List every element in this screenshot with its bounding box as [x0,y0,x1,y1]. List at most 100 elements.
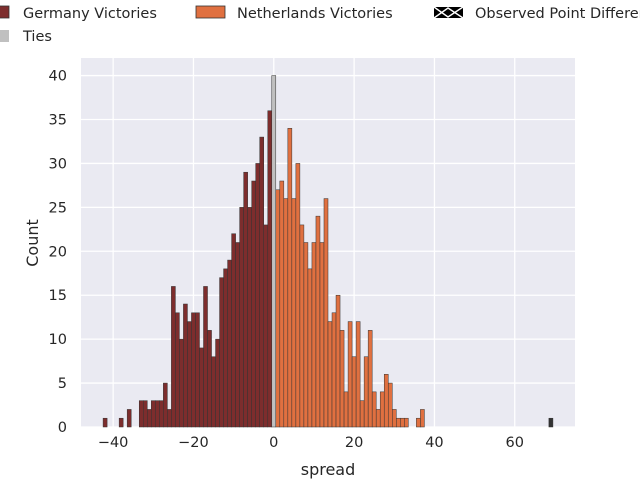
histogram-bar-series-0 [251,180,256,428]
legend-label-observed: Observed Point Difference [475,6,640,22]
histogram-bar-series-0 [267,110,273,428]
histogram-bar-series-0 [195,312,200,428]
y-axis-label: Count [23,219,42,267]
histogram-bar-series-2 [331,312,337,428]
histogram-bar-series-2 [387,382,393,428]
histogram-bar-series-0 [231,233,236,428]
histogram-bar-series-2 [400,417,405,428]
legend-item-germany: Germany Victories [0,5,157,22]
legend-swatch-netherlands [195,5,226,19]
legend-item-observed: Observed Point Difference [433,6,640,22]
histogram-bar-series-0 [175,312,180,428]
histogram-bar-series-2 [355,321,361,428]
legend: Germany Victories Netherlands Victories … [0,5,640,45]
y-axis-ticks: 0 5 10 15 20 25 30 35 40 [49,69,67,436]
x-tick-label: 60 [506,435,524,451]
histogram-bar-series-2 [392,409,397,428]
histogram-bar-series-0 [102,417,108,428]
histogram-bar-series-0 [147,409,152,428]
legend-label-germany: Germany Victories [23,6,157,22]
y-tick-label: 5 [58,376,67,392]
legend-swatch-observed-pattern [433,6,464,19]
histogram-bar-series-2 [404,417,409,428]
histogram-bar-series-0 [151,400,156,428]
histogram-bar-series-0 [207,330,212,428]
histogram-bar-series-2 [295,163,301,428]
x-tick-label: 40 [425,435,443,451]
histogram-bar-series-2 [315,215,321,428]
legend-label-ties: Ties [22,29,52,45]
legend-swatch-ties [0,30,9,42]
histogram-bar-series-0 [159,400,164,428]
histogram-bar-series-2 [279,180,285,428]
histogram-bar-series-2 [371,391,377,428]
y-tick-label: 20 [49,244,67,260]
y-tick-label: 40 [49,69,67,85]
histogram-bar-series-0 [235,242,240,428]
y-tick-label: 30 [49,156,67,172]
x-axis-ticks: −40 −20 0 20 40 60 [98,435,524,451]
histogram-bar-series-2 [319,242,325,428]
histogram-bar-series-0 [163,382,168,428]
x-tick-label: 20 [345,435,363,451]
histogram-bar-series-2 [275,189,281,428]
y-tick-label: 0 [58,420,67,436]
histogram-bar-series-0 [187,321,192,428]
histogram-bar-series-2 [383,374,389,428]
histogram-bar-series-0 [263,224,269,428]
histogram-bar-series-0 [243,171,248,428]
histogram-bar-series-2 [335,294,341,428]
histogram-bar-series-1 [271,75,277,428]
histogram-bar-series-0 [259,136,264,428]
histogram-bar-series-0 [247,207,252,428]
histogram-bar-series-2 [347,321,353,428]
x-tick-label: 0 [269,435,278,451]
legend-item-netherlands: Netherlands Victories [195,5,393,22]
y-tick-label: 10 [49,332,67,348]
legend-label-netherlands: Netherlands Victories [237,6,393,22]
histogram-bar-series-2 [359,400,365,428]
histogram-bar-series-2 [303,242,309,428]
histogram-bar-series-2 [420,409,425,428]
histogram-bar-series-0 [219,277,224,428]
histogram-bar-series-0 [155,400,160,428]
histogram-bar-series-0 [126,409,132,428]
histogram-bar-series-0 [223,268,228,428]
histogram-bar-series-2 [339,330,345,428]
bars [102,75,554,428]
histogram-bar-series-0 [239,207,244,428]
histogram-bar-series-0 [143,400,148,428]
legend-swatch-observed [434,7,463,18]
histogram-bar-series-2 [299,224,305,428]
histogram-bar-series-0 [203,286,208,428]
histogram-bar-series-2 [363,356,369,428]
histogram-bar-series-0 [199,347,204,428]
histogram-bar-series-0 [255,163,260,428]
histogram-bar-series-0 [211,356,216,428]
histogram-bar-series-0 [215,338,220,428]
histogram-bar-series-2 [327,321,333,428]
legend-item-ties: Ties [0,29,52,45]
histogram-bar-series-2 [367,330,373,428]
histogram-bar-series-2 [311,242,317,428]
histogram-bar-series-0 [227,259,232,428]
histogram-bar-series-2 [291,198,297,428]
histogram-bar-series-2 [351,356,357,428]
legend-swatch-germany [0,5,10,19]
histogram-bar-series-2 [307,268,313,428]
histogram-bar-series-2 [396,417,401,428]
histogram-bar-series-2 [323,198,329,428]
histogram-bar-series-2 [343,391,349,428]
histogram-bar-series-2 [375,409,381,428]
histogram-bar-series-0 [183,303,188,428]
histogram-bar-series-0 [171,286,176,428]
x-tick-label: −40 [98,435,129,451]
histogram-bar-series-2 [416,417,421,428]
histogram-bar-series-0 [118,417,124,428]
histogram-bar-series-2 [379,391,385,428]
histogram-bar-series-0 [138,400,144,428]
x-tick-label: −20 [178,435,209,451]
histogram-bar-series-2 [283,198,289,428]
x-axis-label: spread [301,460,356,479]
